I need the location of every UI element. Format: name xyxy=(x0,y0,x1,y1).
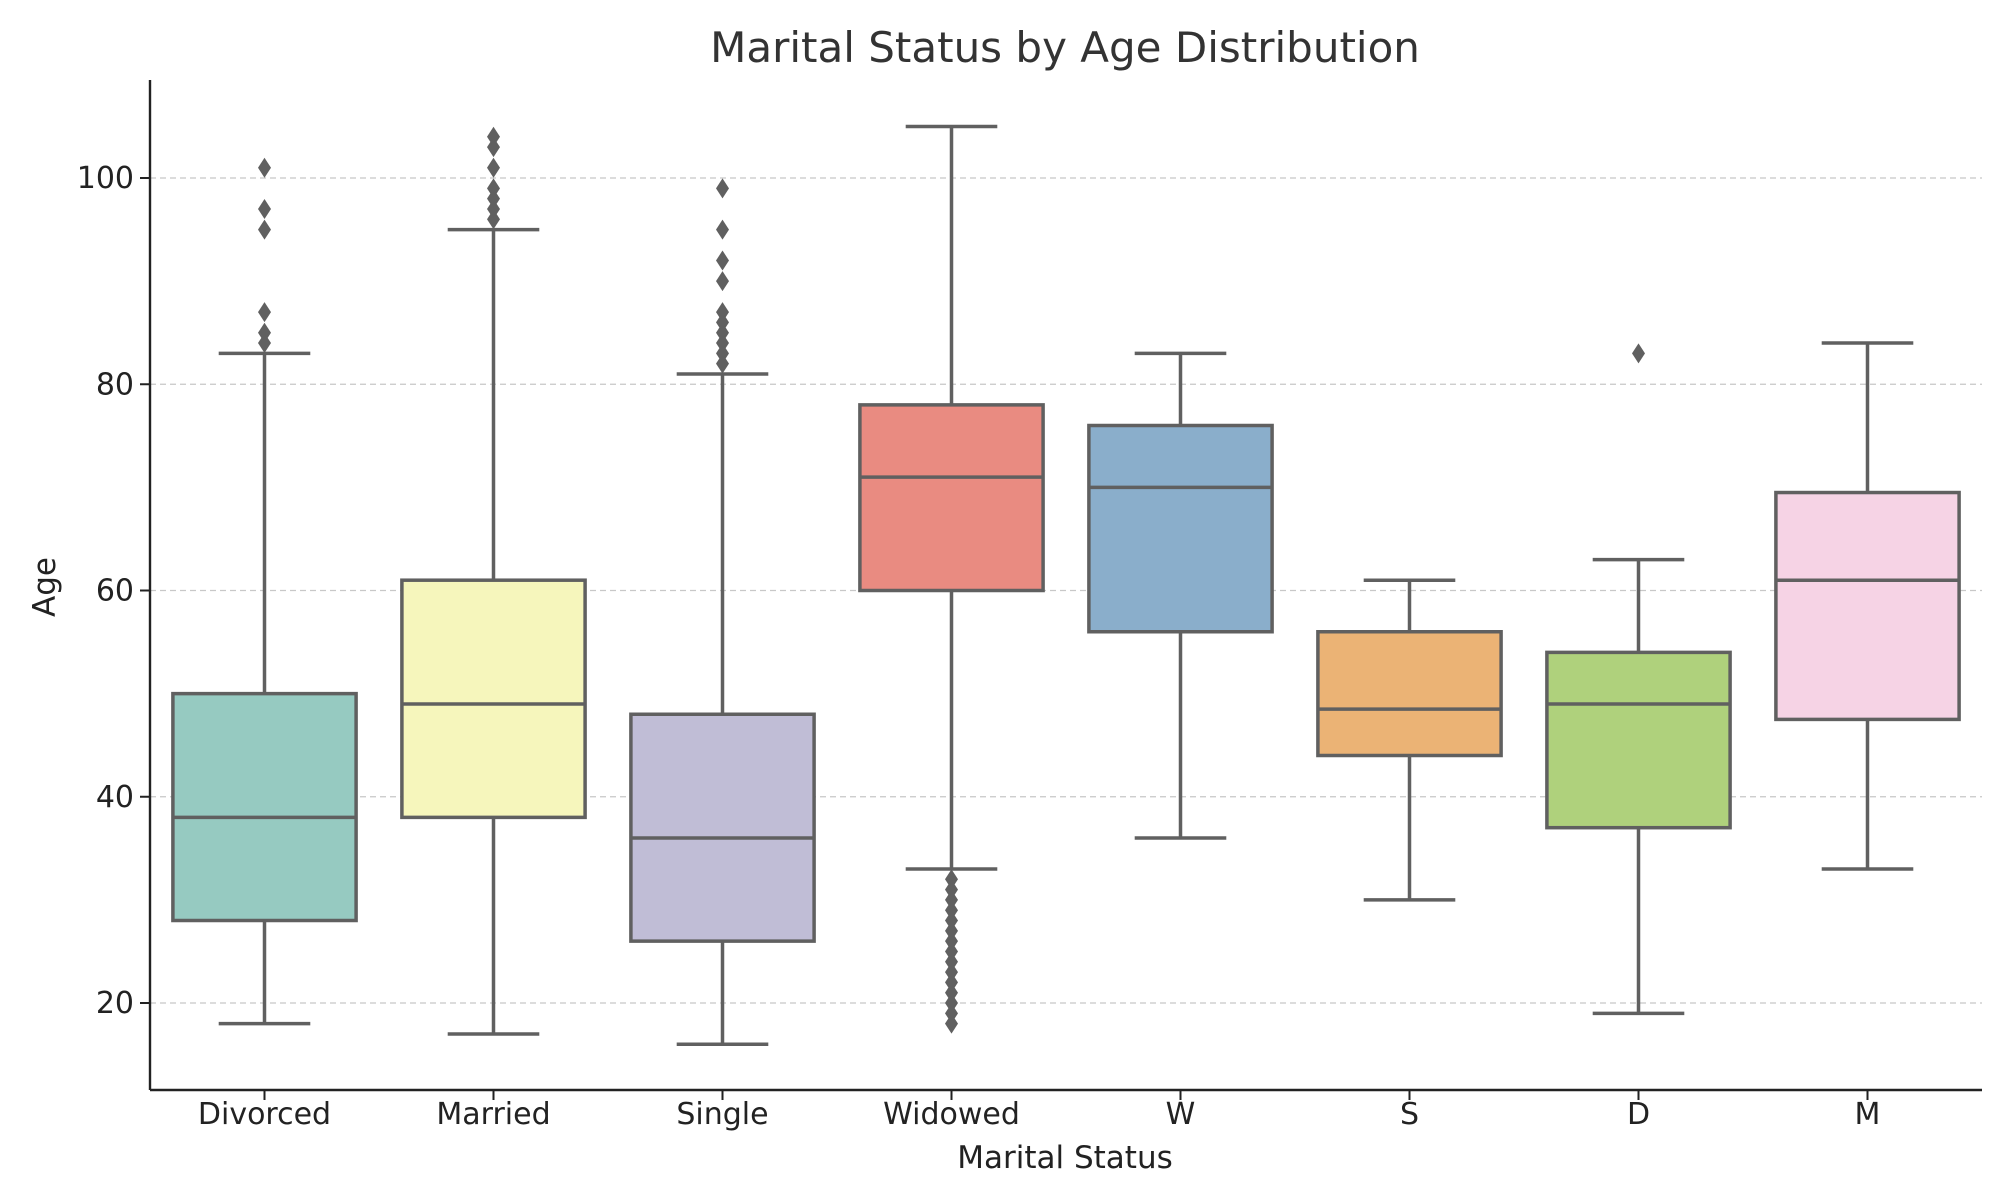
box-group-4 xyxy=(1087,351,1274,840)
outlier-point xyxy=(258,157,271,178)
outlier-point xyxy=(716,333,729,353)
box-iqr xyxy=(1545,650,1732,830)
outlier-point xyxy=(1632,343,1645,364)
box-iqr xyxy=(1774,490,1961,722)
outlier-point xyxy=(716,312,729,333)
box-iqr xyxy=(400,578,587,820)
outlier-point xyxy=(487,198,500,219)
box-iqr xyxy=(1087,423,1274,634)
outlier-point xyxy=(945,889,958,910)
x-tick-label: S xyxy=(1400,1097,1419,1132)
box-group-2 xyxy=(629,178,816,1046)
box-iqr xyxy=(629,712,816,943)
outlier-point xyxy=(487,137,500,158)
outlier-point xyxy=(945,951,958,972)
outlier-point xyxy=(716,219,729,240)
outlier-point xyxy=(945,982,958,1003)
outlier-point xyxy=(487,126,500,147)
y-tick-label: 100 xyxy=(77,161,134,196)
outlier-point xyxy=(945,962,958,983)
outlier-point xyxy=(258,302,271,323)
x-tick-label: Divorced xyxy=(198,1097,331,1132)
outlier-point xyxy=(945,931,958,952)
boxes-group xyxy=(171,124,1961,1046)
x-tick-label: Widowed xyxy=(883,1097,1020,1132)
outlier-point xyxy=(945,1013,958,1034)
outlier-point xyxy=(716,178,729,199)
outlier-point xyxy=(945,993,958,1013)
outlier-point xyxy=(716,271,729,292)
outlier-point xyxy=(945,920,958,941)
y-tick-label: 80 xyxy=(96,367,134,402)
outlier-point xyxy=(716,250,729,271)
box-group-3 xyxy=(858,124,1045,1034)
x-tick-label: W xyxy=(1166,1097,1196,1132)
x-axis-label: Marital Status xyxy=(957,1140,1173,1176)
outlier-point xyxy=(945,869,958,890)
outlier-point xyxy=(945,1003,958,1024)
x-tick-label: D xyxy=(1627,1097,1650,1132)
outlier-point xyxy=(258,219,271,240)
outlier-point xyxy=(945,972,958,993)
box-iqr xyxy=(1316,630,1503,758)
outlier-point xyxy=(487,178,500,199)
x-tick-label: Single xyxy=(676,1097,768,1132)
outlier-point xyxy=(487,157,500,178)
outlier-point xyxy=(258,322,271,343)
box-iqr xyxy=(858,403,1045,593)
outlier-point xyxy=(716,353,729,374)
box-group-0 xyxy=(171,157,358,1026)
outlier-point xyxy=(716,322,729,343)
y-tick-label: 20 xyxy=(96,986,134,1021)
x-tick-label: Married xyxy=(436,1097,550,1132)
box-group-1 xyxy=(400,126,587,1036)
outlier-point xyxy=(258,198,271,219)
box-group-7 xyxy=(1774,341,1961,871)
outlier-point xyxy=(258,333,271,353)
outlier-point xyxy=(945,900,958,921)
y-ticks: 20 40 60 80 100 xyxy=(77,161,150,1021)
y-tick-label: 60 xyxy=(96,574,134,609)
box-group-6 xyxy=(1545,343,1732,1016)
y-axis-label: Age xyxy=(27,557,63,617)
outlier-point xyxy=(487,188,500,209)
outlier-point xyxy=(716,343,729,364)
outlier-point xyxy=(716,302,729,323)
axes xyxy=(148,80,1982,1092)
x-tick-label: M xyxy=(1855,1097,1881,1132)
outlier-point xyxy=(945,879,958,900)
outlier-point xyxy=(945,910,958,931)
box-iqr xyxy=(171,691,358,923)
y-tick-label: 40 xyxy=(96,780,134,815)
chart-title: Marital Status by Age Distribution xyxy=(710,23,1420,72)
x-ticks: Divorced Married Single Widowed W S D M xyxy=(198,1090,1881,1132)
outlier-point xyxy=(487,209,500,230)
outlier-point xyxy=(945,941,958,962)
box-group-5 xyxy=(1316,578,1503,902)
